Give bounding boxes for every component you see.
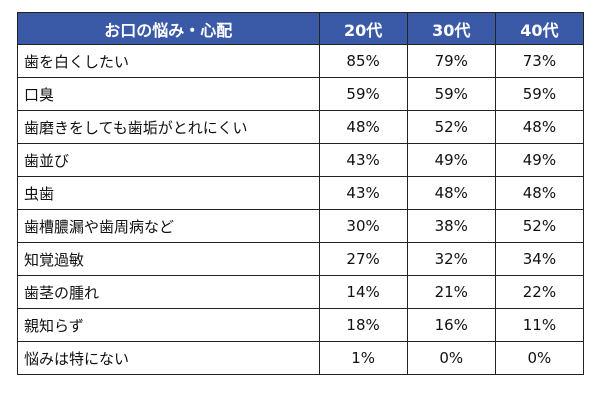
table-header-row: お口の悩み・心配 20代 30代 40代 bbox=[17, 12, 585, 45]
value-40s: 59% bbox=[494, 77, 585, 111]
row-label: 口臭 bbox=[17, 77, 320, 111]
value-30s: 52% bbox=[406, 110, 496, 144]
value-30s: 49% bbox=[406, 143, 496, 177]
value-20s: 48% bbox=[318, 110, 408, 144]
value-40s: 52% bbox=[494, 209, 585, 243]
value-20s: 1% bbox=[318, 341, 408, 375]
value-40s: 73% bbox=[494, 44, 585, 78]
value-20s: 14% bbox=[318, 275, 408, 309]
value-40s: 34% bbox=[494, 242, 585, 276]
table-row: 歯並び 43% 49% 49% bbox=[17, 143, 585, 177]
table-row: 歯磨きをしても歯垢がとれにくい 48% 52% 48% bbox=[17, 110, 585, 144]
table-row: 親知らず 18% 16% 11% bbox=[17, 308, 585, 342]
value-20s: 59% bbox=[318, 77, 408, 111]
row-label: 歯並び bbox=[17, 143, 320, 177]
value-40s: 48% bbox=[494, 110, 585, 144]
value-30s: 16% bbox=[406, 308, 496, 342]
value-30s: 48% bbox=[406, 176, 496, 210]
table-row: 悩みは特にない 1% 0% 0% bbox=[17, 341, 585, 375]
header-40s: 40代 bbox=[494, 12, 585, 45]
value-20s: 18% bbox=[318, 308, 408, 342]
value-20s: 43% bbox=[318, 143, 408, 177]
survey-table-container: お口の悩み・心配 20代 30代 40代 歯を白くしたい 85% 79% 73%… bbox=[17, 12, 585, 375]
table-body: 歯を白くしたい 85% 79% 73% 口臭 59% 59% 59% 歯磨きをし… bbox=[17, 44, 585, 375]
value-30s: 59% bbox=[406, 77, 496, 111]
value-30s: 38% bbox=[406, 209, 496, 243]
value-30s: 0% bbox=[406, 341, 496, 375]
table-row: 歯茎の腫れ 14% 21% 22% bbox=[17, 275, 585, 309]
header-concern: お口の悩み・心配 bbox=[17, 12, 320, 45]
value-20s: 85% bbox=[318, 44, 408, 78]
value-40s: 11% bbox=[494, 308, 585, 342]
table-row: 歯槽膿漏や歯周病など 30% 38% 52% bbox=[17, 209, 585, 243]
table-row: 口臭 59% 59% 59% bbox=[17, 77, 585, 111]
row-label: 歯磨きをしても歯垢がとれにくい bbox=[17, 110, 320, 144]
row-label: 悩みは特にない bbox=[17, 341, 320, 375]
value-40s: 22% bbox=[494, 275, 585, 309]
row-label: 知覚過敏 bbox=[17, 242, 320, 276]
header-30s: 30代 bbox=[406, 12, 496, 45]
header-20s: 20代 bbox=[318, 12, 408, 45]
row-label: 親知らず bbox=[17, 308, 320, 342]
value-40s: 48% bbox=[494, 176, 585, 210]
row-label: 歯槽膿漏や歯周病など bbox=[17, 209, 320, 243]
value-40s: 0% bbox=[494, 341, 585, 375]
row-label: 歯を白くしたい bbox=[17, 44, 320, 78]
value-20s: 43% bbox=[318, 176, 408, 210]
row-label: 歯茎の腫れ bbox=[17, 275, 320, 309]
value-20s: 27% bbox=[318, 242, 408, 276]
table-row: 知覚過敏 27% 32% 34% bbox=[17, 242, 585, 276]
table-row: 歯を白くしたい 85% 79% 73% bbox=[17, 44, 585, 78]
value-40s: 49% bbox=[494, 143, 585, 177]
survey-table: お口の悩み・心配 20代 30代 40代 歯を白くしたい 85% 79% 73%… bbox=[17, 12, 585, 375]
row-label: 虫歯 bbox=[17, 176, 320, 210]
value-30s: 21% bbox=[406, 275, 496, 309]
value-20s: 30% bbox=[318, 209, 408, 243]
value-30s: 79% bbox=[406, 44, 496, 78]
value-30s: 32% bbox=[406, 242, 496, 276]
table-row: 虫歯 43% 48% 48% bbox=[17, 176, 585, 210]
